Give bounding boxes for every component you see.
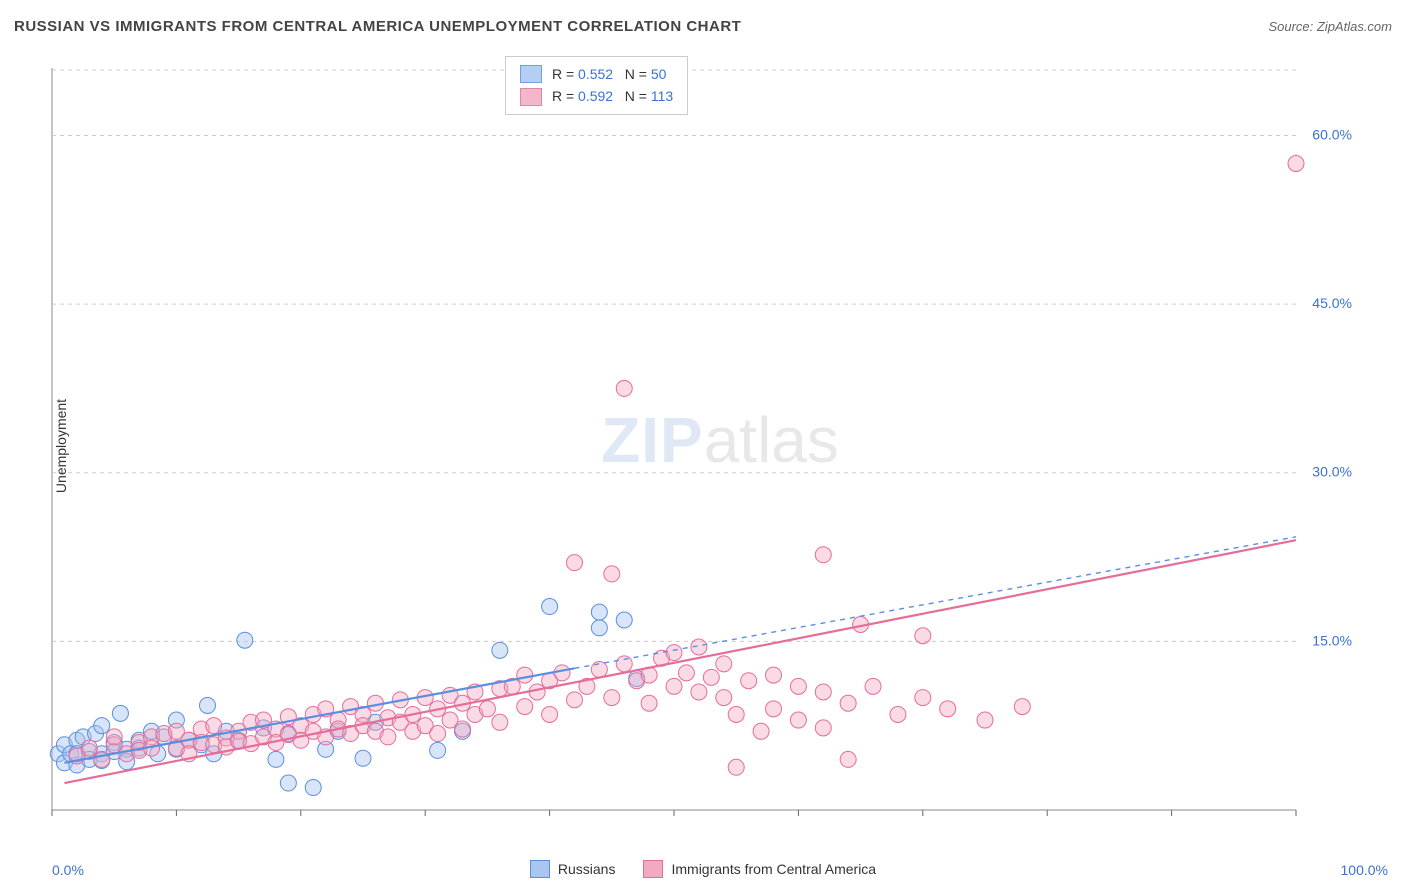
source: Source: ZipAtlas.com <box>1268 18 1392 36</box>
source-name: ZipAtlas.com <box>1317 19 1392 34</box>
y-axis-label: Unemployment <box>53 399 69 493</box>
legend-label: Immigrants from Central America <box>671 861 876 877</box>
x-axis-min-label: 0.0% <box>52 862 84 878</box>
stats-row: R = 0.552 N = 50 <box>520 63 673 85</box>
bottom-legend: Russians Immigrants from Central America <box>0 860 1406 878</box>
stats-legend-box: R = 0.552 N = 50R = 0.592 N = 113 <box>505 56 688 115</box>
stats-text: R = 0.592 N = 113 <box>552 85 673 107</box>
stats-row: R = 0.592 N = 113 <box>520 85 673 107</box>
legend-item: Russians <box>530 860 616 878</box>
scatter-svg: 15.0% 30.0% 45.0% 60.0% <box>48 50 1366 828</box>
plot-area: Unemployment ZIPatlas 15.0%30.0%45.0%60.… <box>48 50 1392 842</box>
source-prefix: Source: <box>1268 19 1316 34</box>
legend-label: Russians <box>558 861 616 877</box>
legend-swatch <box>520 65 542 83</box>
legend-item: Immigrants from Central America <box>643 860 876 878</box>
stats-text: R = 0.552 N = 50 <box>552 63 666 85</box>
legend-swatch <box>520 88 542 106</box>
title-bar: RUSSIAN VS IMMIGRANTS FROM CENTRAL AMERI… <box>14 18 1392 36</box>
svg-text:60.0%: 60.0% <box>1312 126 1352 142</box>
svg-text:45.0%: 45.0% <box>1312 295 1352 311</box>
legend-swatch <box>643 860 663 878</box>
legend-swatch <box>530 860 550 878</box>
svg-text:15.0%: 15.0% <box>1312 632 1352 648</box>
chart-title: RUSSIAN VS IMMIGRANTS FROM CENTRAL AMERI… <box>14 18 741 35</box>
x-axis-max-label: 100.0% <box>1341 862 1388 878</box>
svg-text:30.0%: 30.0% <box>1312 464 1352 480</box>
